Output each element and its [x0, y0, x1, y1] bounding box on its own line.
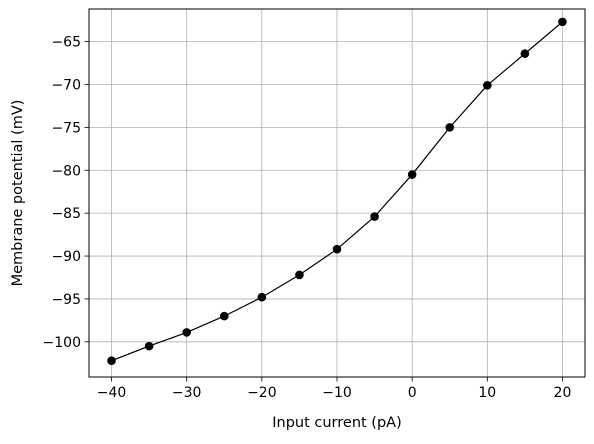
x-tick-label: −30	[172, 385, 202, 401]
grid-lines	[89, 9, 585, 377]
x-tick-label: 20	[554, 385, 572, 401]
y-tick-label: −95	[51, 292, 81, 308]
data-point	[257, 292, 267, 302]
x-axis-ticks: −40 −30 −20 −10 0 10 20	[97, 377, 572, 401]
data-point	[332, 244, 342, 254]
x-tick-label: −10	[322, 385, 352, 401]
y-tick-label: −90	[51, 249, 81, 265]
data-point	[483, 81, 492, 90]
data-point	[520, 49, 530, 58]
data-point	[445, 123, 455, 132]
data-point	[407, 170, 417, 179]
y-tick-label: −80	[51, 163, 81, 179]
y-axis-ticks: −100 −95 −90 −85 −80 −75 −70 −65	[43, 35, 89, 351]
data-point	[144, 341, 154, 351]
y-tick-label: −70	[51, 77, 81, 93]
data-point	[295, 270, 304, 280]
x-tick-label: 0	[408, 385, 417, 401]
data-point	[558, 17, 567, 27]
data-point	[219, 311, 229, 321]
y-tick-label: −100	[43, 335, 81, 351]
y-axis-label: Membrane potential (mV)	[10, 100, 26, 287]
data-point	[182, 328, 191, 337]
y-tick-label: −65	[51, 35, 81, 51]
data-point	[370, 212, 379, 221]
x-tick-label: −40	[97, 385, 127, 401]
x-tick-label: 10	[478, 385, 496, 401]
y-tick-label: −85	[51, 206, 81, 222]
data-point	[107, 356, 116, 366]
series-group	[107, 17, 567, 366]
x-tick-label: −20	[247, 385, 277, 401]
y-tick-label: −75	[51, 120, 81, 136]
x-axis-label: Input current (pA)	[272, 415, 402, 431]
